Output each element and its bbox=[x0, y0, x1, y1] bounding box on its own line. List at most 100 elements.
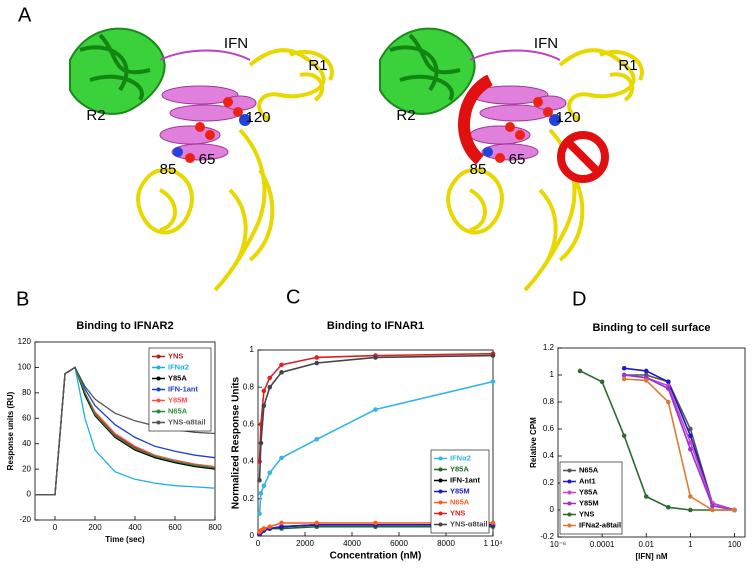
legend-marker bbox=[156, 387, 161, 392]
y-tick-label: 100 bbox=[18, 363, 32, 372]
data-point bbox=[621, 372, 627, 378]
legend-marker bbox=[156, 398, 161, 403]
legend-label: N65A bbox=[579, 465, 599, 474]
legend-marker bbox=[438, 478, 443, 483]
legend-label: N65A bbox=[450, 497, 470, 506]
legend-marker bbox=[567, 512, 572, 517]
y-tick-label: 1 bbox=[550, 370, 555, 379]
legend-label: YNS bbox=[168, 351, 183, 360]
y-tick-label: 120 bbox=[18, 337, 32, 346]
x-axis-label: Time (sec) bbox=[105, 535, 145, 544]
y-tick-label: 0.8 bbox=[243, 382, 255, 391]
data-point bbox=[279, 455, 284, 461]
x-tick-label: 100 bbox=[728, 540, 742, 549]
data-point bbox=[643, 494, 649, 499]
blocked-arc bbox=[458, 74, 494, 165]
structure-label: IFN bbox=[224, 35, 248, 52]
legend-marker bbox=[567, 479, 572, 484]
y-tick-label: -0.2 bbox=[540, 532, 554, 541]
legend-label: IFN-1ant bbox=[450, 475, 481, 484]
legend-marker bbox=[438, 456, 443, 461]
y-tick-label: 0.4 bbox=[543, 451, 555, 460]
legend-label: YNS-α8tail bbox=[168, 417, 206, 426]
structure-label: R2 bbox=[396, 107, 415, 124]
data-point bbox=[710, 507, 715, 513]
legend-label: Y85A bbox=[579, 487, 598, 496]
legend-marker bbox=[567, 501, 572, 506]
data-point bbox=[373, 520, 378, 526]
data-point bbox=[577, 368, 583, 374]
y-tick-label: 0.2 bbox=[543, 478, 555, 487]
chart-title: Binding to IFNAR2 bbox=[76, 320, 173, 332]
data-point bbox=[688, 446, 693, 452]
series-line bbox=[624, 374, 735, 511]
data-point bbox=[279, 520, 284, 526]
panel-label: D bbox=[572, 288, 586, 310]
series-line bbox=[258, 354, 494, 481]
x-tick-label: 600 bbox=[168, 523, 182, 532]
data-point bbox=[373, 355, 378, 360]
legend-label: YNS bbox=[450, 508, 465, 517]
y-tick-label: 0.4 bbox=[243, 457, 255, 466]
legend-marker bbox=[156, 409, 161, 414]
x-tick-label: 1 10⁴ bbox=[483, 539, 503, 548]
data-point bbox=[261, 526, 267, 531]
series-line bbox=[624, 378, 735, 511]
y-tick-label: 0.8 bbox=[543, 397, 555, 406]
data-point bbox=[314, 360, 320, 366]
legend-label: Ant1 bbox=[579, 476, 596, 485]
structure-label: 65 bbox=[509, 151, 526, 168]
data-point bbox=[261, 388, 267, 394]
y-tick-label: 1.2 bbox=[543, 343, 555, 352]
x-tick-label: 0 bbox=[53, 523, 58, 532]
legend-label: Y85A bbox=[168, 373, 187, 382]
y-tick-label: 80 bbox=[22, 388, 31, 397]
structure-label: 85 bbox=[470, 161, 487, 178]
data-point bbox=[267, 524, 273, 529]
x-tick-label: 0 bbox=[256, 539, 261, 548]
y-tick-label: 40 bbox=[22, 439, 31, 448]
data-point bbox=[261, 483, 267, 489]
data-point bbox=[279, 524, 284, 529]
data-point bbox=[599, 379, 605, 385]
plot-frame bbox=[257, 349, 494, 537]
data-point bbox=[732, 507, 737, 513]
data-point bbox=[490, 520, 496, 526]
legend-label: Y85A bbox=[450, 464, 469, 473]
data-point bbox=[490, 379, 496, 384]
data-point bbox=[279, 370, 284, 375]
data-point bbox=[314, 355, 320, 360]
data-point bbox=[267, 375, 273, 381]
data-point bbox=[688, 433, 693, 439]
x-tick-label: 1 bbox=[688, 540, 693, 549]
legend-label: Y85M bbox=[579, 498, 599, 507]
y-tick-label: 0 bbox=[27, 490, 32, 499]
x-tick-label: 400 bbox=[128, 523, 142, 532]
data-point bbox=[665, 399, 671, 405]
data-point bbox=[688, 507, 693, 513]
data-point bbox=[643, 368, 649, 374]
legend-box bbox=[559, 461, 623, 535]
legend-label: IFNα2 bbox=[168, 362, 189, 371]
legend-marker bbox=[438, 522, 443, 527]
x-tick-label: 6000 bbox=[390, 539, 408, 548]
legend-marker bbox=[156, 354, 161, 359]
legend-marker bbox=[156, 365, 161, 370]
legend-marker bbox=[438, 489, 443, 494]
data-point bbox=[710, 503, 715, 509]
legend-label: IFNa2-a8tail bbox=[579, 520, 621, 529]
legend-marker bbox=[438, 500, 443, 505]
structure-label: R1 bbox=[618, 57, 637, 74]
x-tick-label: 0.01 bbox=[638, 540, 654, 549]
y-tick-label: 0.6 bbox=[243, 420, 255, 429]
y-tick-label: -20 bbox=[19, 515, 31, 524]
data-point bbox=[688, 440, 693, 445]
legend-label: Y85M bbox=[168, 395, 188, 404]
legend-label: IFNα2 bbox=[450, 453, 471, 462]
x-tick-label: 2000 bbox=[296, 539, 314, 548]
data-point bbox=[258, 440, 264, 446]
data-point bbox=[314, 436, 320, 442]
x-tick-label: 8000 bbox=[437, 539, 455, 548]
x-tick-label: 200 bbox=[88, 523, 102, 532]
